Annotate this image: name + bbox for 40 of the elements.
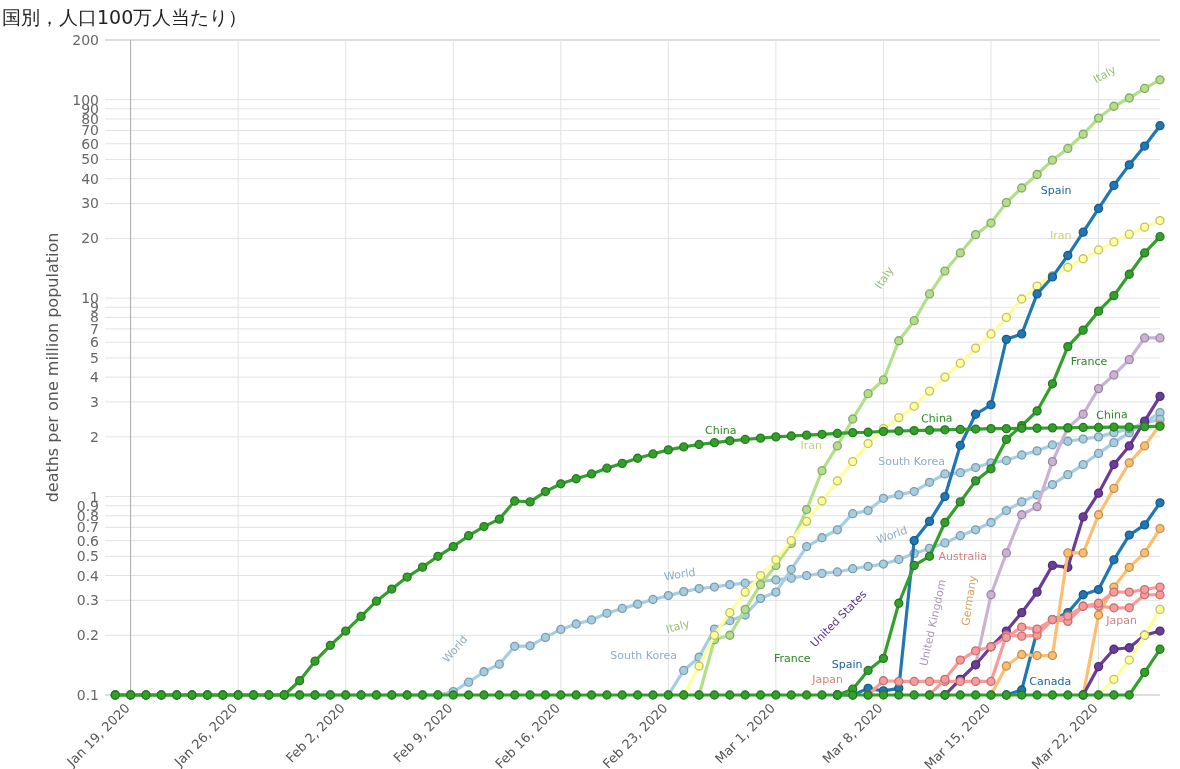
series-label: Spain xyxy=(831,657,863,671)
text: France xyxy=(774,652,811,666)
text: China xyxy=(920,411,953,426)
y-tick-label: 0.6 xyxy=(76,532,100,549)
y-tick-label: 6 xyxy=(90,334,100,351)
y-tick-label: 50 xyxy=(81,151,99,168)
series-label: China xyxy=(1096,408,1128,422)
text: Italy xyxy=(664,616,692,637)
y-tick-label: 60 xyxy=(81,135,99,152)
text: South Korea xyxy=(610,648,677,662)
y-tick-label: 0.3 xyxy=(76,592,99,609)
y-tick-label: 3 xyxy=(90,393,99,410)
text: Japan xyxy=(812,673,843,687)
y-axis-title: deaths per one million population xyxy=(43,232,62,503)
text: Australia xyxy=(938,550,988,564)
y-tick-label: 0.4 xyxy=(76,567,100,584)
y-tick-label: 20 xyxy=(81,230,99,247)
text: China xyxy=(704,423,737,437)
text: Spain xyxy=(1040,184,1072,198)
chart-title: 国別，人口100万人当たり） xyxy=(2,6,248,28)
y-tick-label: 0.1 xyxy=(76,687,99,703)
y-tick-label: 2 xyxy=(90,428,99,445)
y-tick-label: 4 xyxy=(90,369,100,386)
y-tick-label: 0.2 xyxy=(76,627,99,644)
text: Germany xyxy=(959,574,980,627)
text: United Kingdom xyxy=(917,578,949,668)
text: World xyxy=(663,565,697,584)
text: Italy xyxy=(1091,62,1119,87)
y-tick-label: 40 xyxy=(81,170,99,187)
y-tick-label: 30 xyxy=(81,195,99,212)
text: World xyxy=(874,523,910,547)
series-label: South Korea xyxy=(878,455,945,469)
y-tick-label: 0.5 xyxy=(76,548,99,565)
text: Iran xyxy=(800,438,823,452)
series-label: Iran xyxy=(1049,229,1072,243)
series-label: Japan xyxy=(1105,613,1137,627)
series-label: France xyxy=(1070,354,1108,368)
y-tick-label: 5 xyxy=(90,349,99,366)
series-label: Canada xyxy=(1029,675,1072,689)
y-tick-label: 200 xyxy=(72,32,99,48)
